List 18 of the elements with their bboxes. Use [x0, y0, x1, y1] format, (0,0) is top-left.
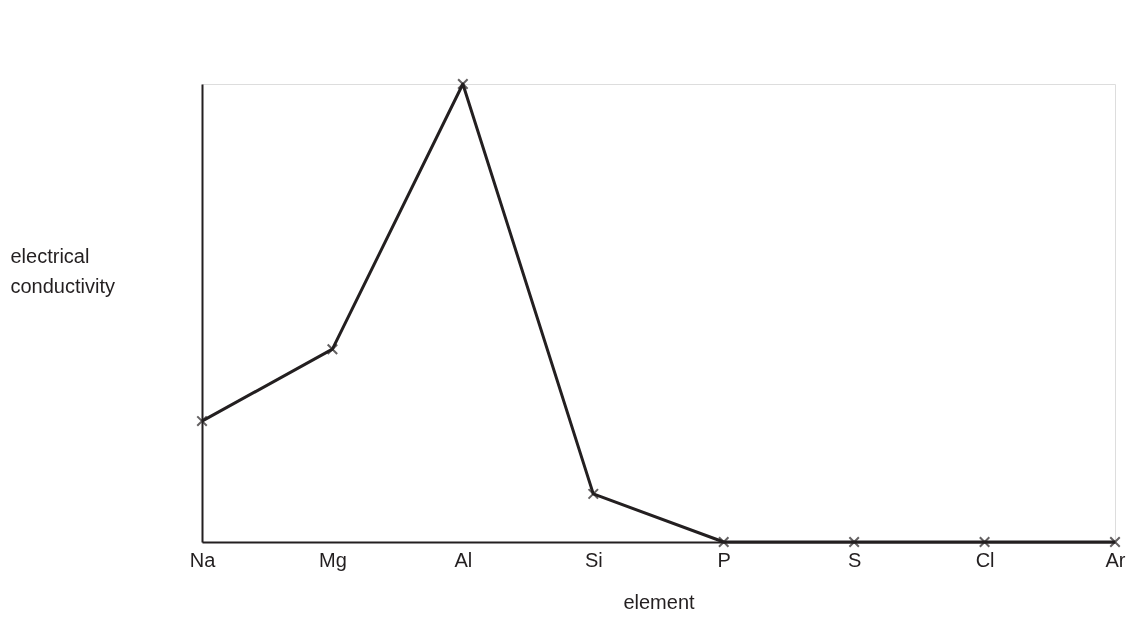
x-tick-label: P	[717, 548, 731, 571]
x-axis-title: element	[623, 590, 696, 613]
point	[848, 536, 860, 548]
point	[196, 415, 208, 427]
x-tick-label: Cl	[975, 548, 995, 571]
x-tick-label: Al	[454, 548, 473, 571]
point	[978, 536, 991, 548]
x-tick-label: Mg	[319, 548, 347, 571]
point	[1109, 536, 1121, 548]
point	[457, 78, 469, 90]
point	[587, 488, 600, 500]
point	[717, 536, 730, 548]
point	[326, 343, 339, 355]
x-tick-label: Si	[584, 548, 603, 571]
y-axis-title: electrical conductivity	[10, 244, 115, 297]
x-tick-label: S	[847, 548, 862, 571]
x-tick-label: Na	[189, 548, 217, 571]
x-tick-label: Ar	[1105, 548, 1126, 571]
